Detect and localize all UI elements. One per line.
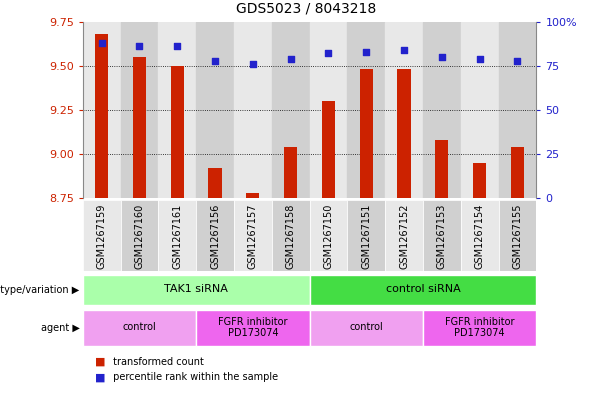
Point: [475, 55, 485, 62]
Bar: [170, 66, 184, 198]
Bar: [423, 310, 536, 346]
Bar: [461, 200, 498, 271]
Point: [512, 57, 522, 64]
Bar: [83, 275, 310, 305]
Bar: [385, 22, 423, 198]
Text: GSM1267161: GSM1267161: [172, 204, 182, 269]
Text: GSM1267152: GSM1267152: [399, 204, 409, 270]
Point: [248, 61, 257, 67]
Bar: [423, 200, 461, 271]
Bar: [461, 22, 498, 198]
Bar: [322, 101, 335, 198]
Bar: [234, 22, 272, 198]
Bar: [511, 147, 524, 198]
Bar: [360, 69, 373, 198]
Text: ■: ■: [95, 356, 105, 367]
Point: [286, 55, 295, 62]
Text: GSM1267157: GSM1267157: [248, 204, 258, 270]
Point: [361, 48, 371, 55]
Text: GSM1267156: GSM1267156: [210, 204, 220, 269]
Text: genotype/variation ▶: genotype/variation ▶: [0, 285, 80, 295]
Text: control siRNA: control siRNA: [386, 284, 460, 294]
Text: FGFR inhibitor
PD173074: FGFR inhibitor PD173074: [445, 317, 514, 338]
Bar: [208, 168, 222, 198]
Bar: [284, 147, 297, 198]
Text: GSM1267158: GSM1267158: [286, 204, 295, 269]
Text: TAK1 siRNA: TAK1 siRNA: [164, 284, 228, 294]
Text: FGFR inhibitor
PD173074: FGFR inhibitor PD173074: [218, 317, 287, 338]
Bar: [498, 22, 536, 198]
Bar: [385, 200, 423, 271]
Point: [324, 50, 333, 57]
Text: control: control: [349, 322, 383, 332]
Bar: [133, 57, 146, 198]
Text: GSM1267150: GSM1267150: [324, 204, 333, 269]
Text: GSM1267151: GSM1267151: [361, 204, 371, 269]
Bar: [310, 275, 536, 305]
Bar: [158, 22, 196, 198]
Point: [97, 40, 107, 46]
Point: [210, 57, 220, 64]
Bar: [310, 22, 348, 198]
Point: [172, 43, 182, 50]
Bar: [272, 200, 310, 271]
Text: GSM1267155: GSM1267155: [512, 204, 522, 270]
Bar: [473, 163, 486, 198]
Bar: [348, 200, 385, 271]
Text: ■: ■: [95, 372, 105, 382]
Bar: [196, 310, 310, 346]
Text: GSM1267160: GSM1267160: [134, 204, 145, 269]
Bar: [246, 193, 259, 198]
Bar: [196, 200, 234, 271]
Point: [437, 54, 447, 60]
Text: transformed count: transformed count: [110, 356, 204, 367]
Bar: [498, 200, 536, 271]
Bar: [435, 140, 449, 198]
Bar: [83, 310, 196, 346]
Bar: [83, 22, 121, 198]
Text: GSM1267154: GSM1267154: [474, 204, 485, 269]
Text: GDS5023 / 8043218: GDS5023 / 8043218: [237, 2, 376, 16]
Bar: [121, 22, 158, 198]
Bar: [397, 69, 411, 198]
Bar: [310, 200, 348, 271]
Text: GSM1267153: GSM1267153: [437, 204, 447, 269]
Point: [134, 43, 145, 50]
Bar: [83, 200, 121, 271]
Text: percentile rank within the sample: percentile rank within the sample: [110, 372, 278, 382]
Point: [399, 47, 409, 53]
Bar: [95, 34, 109, 198]
Bar: [310, 310, 423, 346]
Bar: [423, 22, 461, 198]
Bar: [272, 22, 310, 198]
Bar: [234, 200, 272, 271]
Bar: [121, 200, 158, 271]
Bar: [196, 22, 234, 198]
Text: GSM1267159: GSM1267159: [97, 204, 107, 269]
Text: agent ▶: agent ▶: [41, 323, 80, 333]
Bar: [348, 22, 385, 198]
Text: control: control: [123, 322, 156, 332]
Bar: [158, 200, 196, 271]
